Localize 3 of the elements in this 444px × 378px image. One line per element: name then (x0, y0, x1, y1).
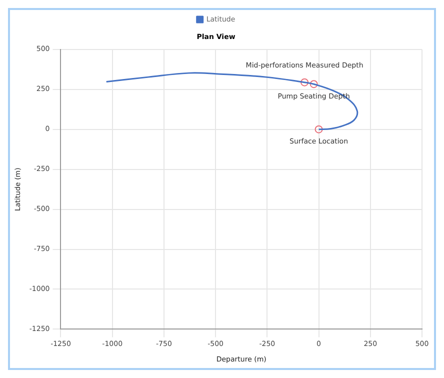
point (314, 125, 323, 134)
point (300, 78, 309, 86)
point (310, 80, 318, 88)
